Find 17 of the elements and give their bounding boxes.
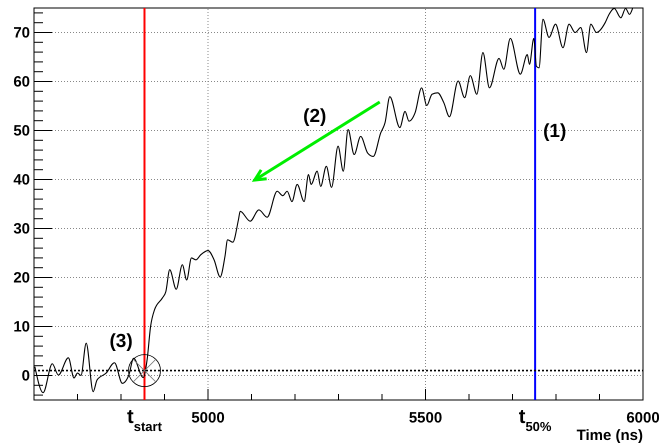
annotation: (1) [543, 120, 566, 142]
x-tick-label: 5000 [191, 410, 225, 427]
y-tick-label: 50 [13, 122, 30, 140]
y-tick-label: 30 [13, 220, 30, 238]
ref-line-label: t$_{50%}$ [518, 406, 552, 434]
y-tick-label: 60 [13, 73, 30, 90]
ref-line-label: t$_{start}$ [127, 406, 163, 434]
annotation: (2) [303, 106, 326, 128]
y-tick-label: 70 [13, 24, 30, 42]
annotation: (3) [109, 331, 133, 352]
y-tick-label: 10 [13, 318, 30, 336]
x-axis-title: Time (ns) [576, 427, 643, 443]
x-tick-label: 6000 [626, 410, 659, 427]
x-tick-label: 5500 [408, 410, 442, 427]
y-tick-label: 0 [22, 367, 30, 384]
y-tick-label: 20 [13, 269, 30, 286]
y-tick-label: 40 [13, 171, 30, 188]
